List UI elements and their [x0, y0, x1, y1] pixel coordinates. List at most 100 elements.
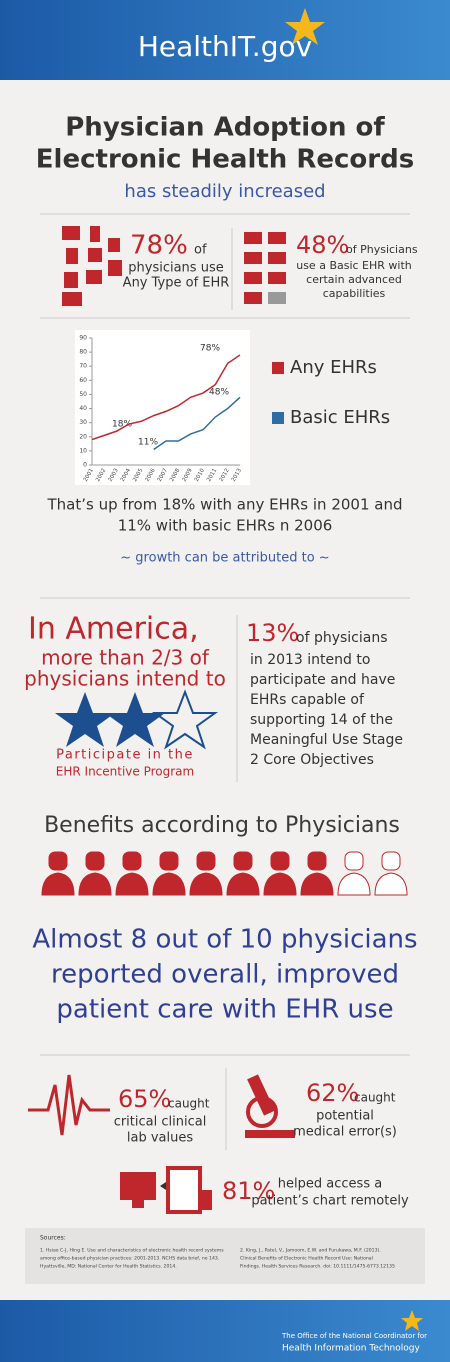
source-line: 2. King, J., Patel, V., Jamoom, E.W. and… [240, 1248, 381, 1254]
ehr-icons [62, 226, 122, 306]
doctor-icon [226, 872, 260, 896]
y-tick-label: 80 [79, 349, 87, 356]
series-line [153, 396, 241, 451]
stat-text: critical clinical [114, 1115, 207, 1130]
stat-percent: 81% [222, 1177, 275, 1205]
stat-text: caught [168, 1097, 210, 1111]
source-line: Findings. Health Services Research. doi:… [240, 1264, 395, 1270]
doctor-head [122, 851, 142, 871]
doctor-head [233, 851, 253, 871]
benefits-text: Almost 8 out of 10 physicians [32, 925, 417, 955]
doctor-head [159, 851, 179, 871]
subtitle: has steadily increased [124, 181, 325, 202]
doctor-icon [152, 872, 186, 896]
y-tick-label: 0 [83, 462, 87, 469]
legend-swatch [272, 362, 284, 374]
stat-text: 2 Core Objectives [250, 752, 374, 768]
logo-star [285, 8, 325, 45]
stat-text: potential [316, 1109, 374, 1124]
y-tick-label: 90 [79, 335, 87, 342]
stat-text: in 2013 intend to [250, 652, 370, 668]
ehr-icons [244, 232, 286, 304]
stat-text: participate and have [250, 672, 395, 688]
stat-text: of [194, 243, 207, 258]
doctor-head [270, 851, 290, 871]
doctor-icon [189, 872, 223, 896]
doctor-icon [78, 872, 112, 896]
title-line: Electronic Health Records [36, 145, 414, 175]
doctor-head [381, 851, 401, 871]
stat-text: physicians use [128, 261, 223, 276]
doctor-icon [41, 872, 75, 896]
stat-text: caught [354, 1091, 396, 1105]
source-line: Hyattsville, MD: National Center for Hea… [40, 1264, 177, 1270]
benefits-text: reported overall, improved [51, 960, 399, 990]
annotation: 48% [209, 388, 229, 398]
sources-box [25, 1228, 425, 1284]
stat-percent: 13% [246, 619, 299, 647]
stat-text: Any Type of EHR [123, 276, 230, 291]
stat-percent: 62% [306, 1079, 359, 1107]
sources-list: 1. Hsiao C-J, Hing E. Use and characteri… [40, 1248, 395, 1270]
pulse-icon [28, 1074, 110, 1136]
legend-label: Any EHRs [290, 357, 377, 378]
footer-text: The Office of the National Coordinator f… [281, 1332, 427, 1340]
summary-line: That’s up from 18% with any EHRs in 2001… [47, 496, 403, 514]
doctor-head [344, 851, 364, 871]
footer-band [0, 1300, 450, 1362]
series-line [91, 354, 241, 441]
stat-text: capabilities [323, 287, 386, 300]
intent-text: more than 2/3 of [41, 646, 210, 670]
stat-text: of Physicians [346, 243, 418, 256]
source-line: among office-based physician practices: … [40, 1256, 219, 1262]
legend-swatch [272, 412, 284, 424]
benefits-heading: Benefits according to Physicians [44, 813, 400, 838]
annotation: 11% [138, 438, 158, 448]
doctor-icon [374, 872, 408, 896]
doctor-head [48, 851, 68, 871]
stat-text: patient’s chart remotely [251, 1194, 409, 1209]
doctor-icon [263, 872, 297, 896]
stars [55, 689, 219, 750]
stat-text: lab values [127, 1131, 193, 1146]
doctor-head [307, 851, 327, 871]
intent-text: physicians intend to [24, 667, 226, 691]
doctor-head [196, 851, 216, 871]
stat-text: Meaningful Use Stage [250, 732, 403, 748]
stat-text: medical error(s) [293, 1125, 397, 1140]
sources-heading: Sources: [40, 1235, 66, 1242]
intent-heading: In America, [28, 612, 199, 647]
y-tick-label: 70 [79, 363, 87, 370]
annotation: 78% [200, 344, 220, 354]
y-tick-label: 10 [79, 447, 87, 454]
doctor-icon [300, 872, 334, 896]
stat-percent: 65% [118, 1085, 171, 1113]
doctor-icons [41, 851, 408, 896]
legend-label: Basic EHRs [290, 407, 390, 428]
attribution: ~ growth can be attributed to ~ [120, 551, 329, 566]
stat-text: use a Basic EHR with [296, 259, 412, 272]
stat-text: of physicians [296, 630, 388, 646]
stat-text: helped access a [278, 1177, 382, 1192]
summary-line: 11% with basic EHRs n 2006 [118, 517, 333, 535]
stat-percent: 78% [130, 231, 188, 261]
chart-area [75, 330, 250, 485]
stat-text: supporting 14 of the [250, 712, 393, 728]
y-tick-label: 30 [79, 419, 87, 426]
stat-text: EHRs capable of [250, 692, 365, 708]
source-line: 1. Hsiao C-J, Hing E. Use and characteri… [40, 1248, 224, 1254]
y-tick-label: 20 [79, 433, 87, 440]
annotation: 18% [112, 420, 132, 430]
y-tick-label: 40 [79, 405, 87, 412]
stat-percent: 48% [296, 231, 349, 259]
benefits-text: patient care with EHR use [56, 995, 393, 1025]
y-tick-label: 50 [79, 391, 87, 398]
microscope-icon [245, 1074, 295, 1138]
footer-star [401, 1310, 423, 1331]
source-line: Clinical Benefits of Electronic Health R… [240, 1256, 373, 1262]
y-tick-label: 60 [79, 377, 87, 384]
title-line: Physician Adoption of [65, 113, 385, 143]
doctor-icon [115, 872, 149, 896]
